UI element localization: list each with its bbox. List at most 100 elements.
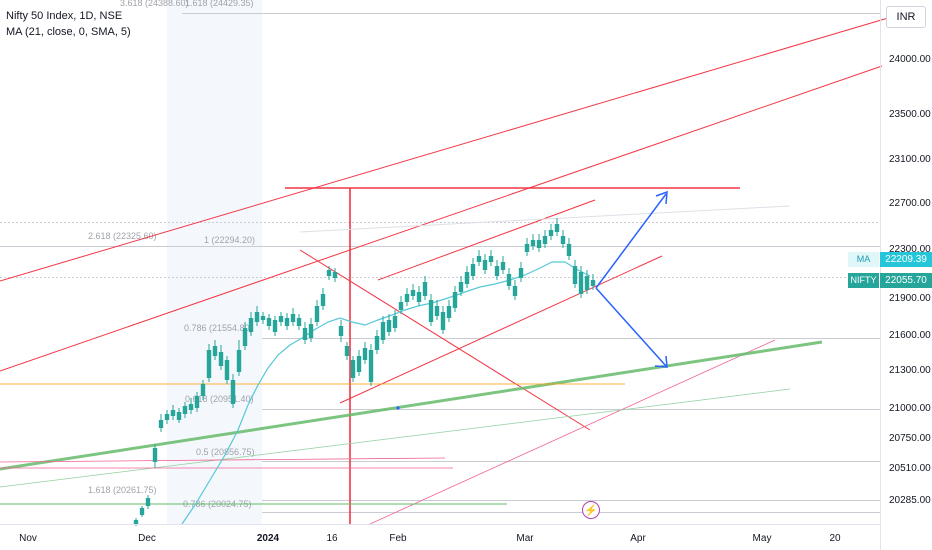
candle-body [278, 316, 284, 322]
candle-body [158, 420, 164, 428]
candle-body [404, 294, 410, 302]
candle-body [458, 282, 464, 292]
candle-body [428, 300, 434, 322]
candle-body [350, 360, 356, 378]
candle-body [290, 314, 296, 322]
trend-line [377, 199, 596, 281]
fib-label: 3.618 (24388.60) [120, 0, 189, 8]
candle-body [590, 280, 596, 286]
fib-label: 1.618 (24429.35) [185, 0, 254, 8]
candle-body [188, 404, 194, 410]
candle-body [530, 240, 536, 246]
candle-body [422, 282, 428, 296]
price-tick: 21900.00 [889, 293, 931, 304]
candle-body [500, 262, 506, 270]
trend-line [299, 249, 591, 431]
candle-body [482, 260, 488, 270]
candle-body [452, 292, 458, 308]
candle-body [296, 318, 302, 326]
trend-line [0, 340, 823, 471]
candle-body [145, 498, 151, 506]
price-tick: 23500.00 [889, 109, 931, 120]
candle-body [392, 316, 398, 328]
arrows [396, 190, 668, 410]
candle-body [386, 320, 392, 332]
candle-body [338, 326, 344, 336]
trend-line [0, 17, 889, 282]
candle-body [506, 274, 512, 286]
price-tick: 24000.00 [889, 54, 931, 65]
candle-body [470, 264, 476, 276]
candle-body [368, 350, 374, 382]
candle-body [218, 352, 224, 366]
candle-body [560, 236, 566, 244]
price-tick: 20285.00 [889, 495, 931, 506]
trend-line [339, 255, 663, 404]
candle-body [302, 328, 308, 340]
time-tick: Feb [389, 533, 407, 544]
time-tick: May [753, 533, 772, 544]
candle-body [260, 316, 266, 320]
candle-body [374, 336, 380, 350]
last-price-label: 22055.70 [880, 273, 932, 288]
candle-body [518, 268, 524, 278]
candle-body [242, 328, 248, 346]
candle-body [200, 384, 206, 396]
candle-body [434, 306, 440, 316]
candle-body [524, 244, 530, 252]
down-arrowhead [654, 355, 668, 368]
trend-line [299, 205, 791, 233]
candle-body [320, 294, 326, 306]
price-tick: 21300.00 [889, 365, 931, 376]
candle-body [380, 322, 386, 340]
time-tick: Dec [138, 533, 156, 544]
candle-body [254, 312, 260, 322]
candle-body [512, 286, 518, 296]
candle-body [133, 520, 139, 524]
fib-label: 2.618 (22325.60) [88, 231, 157, 241]
candle-body [206, 350, 212, 378]
candle-body [344, 346, 350, 356]
candle-body [284, 318, 290, 326]
time-tick: Apr [630, 533, 646, 544]
price-tick: 23100.00 [889, 154, 931, 165]
currency-button[interactable]: INR [886, 6, 926, 28]
candle-body [362, 348, 368, 360]
price-tick: 21000.00 [889, 403, 931, 414]
symbol-title[interactable]: Nifty 50 Index, 1D, NSE [6, 10, 123, 22]
candle-body [236, 350, 242, 372]
symbol-tag: NIFTY [848, 273, 879, 288]
candle-body [314, 306, 320, 322]
candle-body [308, 324, 314, 338]
ma-tag: MA [848, 252, 879, 267]
time-tick: Nov [19, 533, 37, 544]
marker-dot [396, 406, 400, 410]
down-arrow [595, 287, 667, 367]
candle-body [548, 230, 554, 236]
candle-body [152, 448, 158, 462]
candle-body [248, 318, 254, 332]
price-tick: 20750.00 [889, 433, 931, 444]
fib-label: 0.618 (20951.40) [185, 394, 254, 404]
lightning-icon[interactable]: ⚡ [582, 501, 600, 519]
candle-body [476, 256, 482, 262]
price-axis[interactable]: 24000.00 23500.00 23100.00 22700.00 22300.00… [889, 54, 931, 506]
indicator-label[interactable]: MA (21, close, 0, SMA, 5) [6, 26, 131, 38]
fib-label: 0.5 (20856.75) [196, 447, 255, 457]
candle-body [416, 292, 422, 302]
candle-body [194, 396, 200, 408]
trend-line [369, 339, 776, 525]
candle-body [326, 270, 332, 276]
price-tick: 20510.00 [889, 463, 931, 474]
up-arrow [595, 193, 667, 289]
candle-body [536, 240, 542, 248]
trend-line [0, 65, 883, 372]
candle-body [410, 290, 416, 296]
candle-body [170, 410, 176, 416]
time-axis[interactable]: Nov Dec 2024 16 Feb Mar Apr May 20 [19, 533, 841, 544]
time-tick: 20 [829, 533, 841, 544]
candle-body [440, 312, 446, 330]
up-arrowhead [655, 190, 668, 205]
time-tick: 16 [326, 533, 338, 544]
